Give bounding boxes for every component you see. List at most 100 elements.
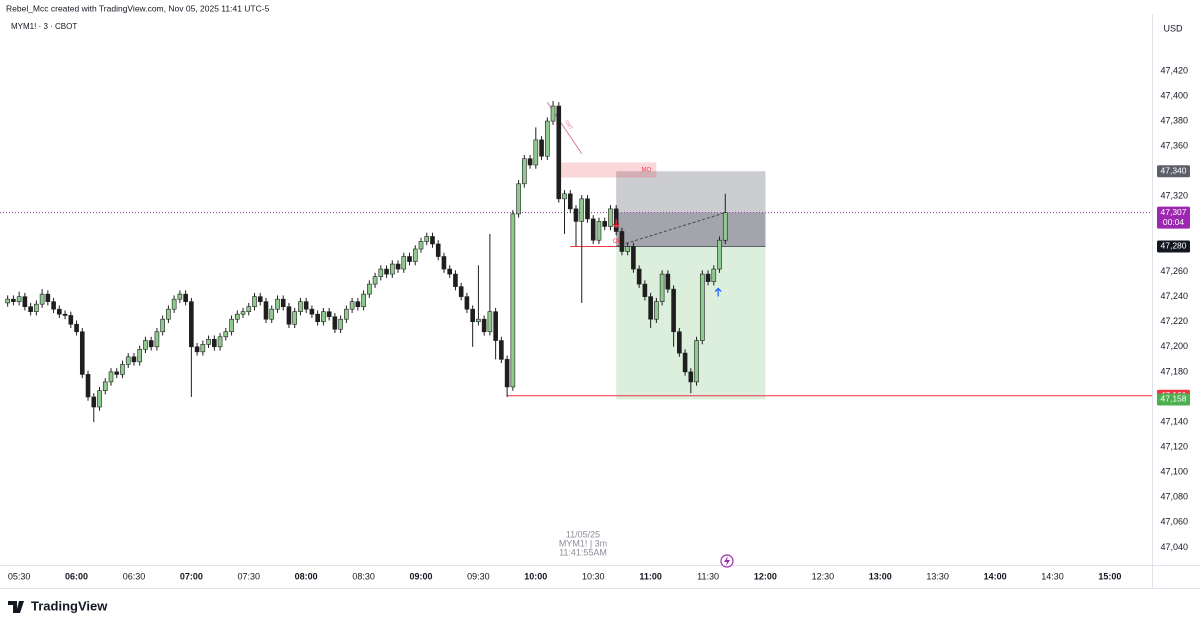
candle-body [579, 198, 585, 222]
candle-body [223, 331, 229, 338]
candle-body [39, 293, 45, 305]
x-tick-label: 12:30 [812, 571, 835, 581]
candle-body [263, 301, 269, 320]
candle-body [407, 256, 412, 262]
candle-body [412, 248, 418, 262]
candle-body [711, 268, 717, 282]
price-badge [1157, 393, 1190, 406]
candle-body [654, 301, 659, 320]
candle-body [361, 293, 366, 307]
candle-body [487, 311, 493, 333]
candle-body [240, 311, 246, 315]
candle-body [303, 301, 309, 310]
candle-body [659, 273, 665, 302]
candle-body [493, 311, 498, 341]
x-tick-label: 13:00 [869, 571, 892, 581]
candle-body [435, 243, 441, 257]
candle-body [722, 212, 728, 241]
price-badge-label: 47,280 [1161, 241, 1187, 251]
candle-body [68, 315, 74, 325]
candle-body [694, 340, 699, 383]
candle-body [602, 221, 608, 227]
sell-arrow [612, 219, 620, 229]
y-tick-label: 47,240 [1160, 291, 1188, 301]
x-tick-label: 13:30 [926, 571, 949, 581]
candle-body [28, 306, 33, 312]
watermark: MYM1! | 3m [559, 538, 607, 548]
logo-text: TradingView [31, 598, 108, 613]
x-tick-label: 06:00 [65, 571, 88, 581]
candle-body [671, 288, 676, 333]
candle-body [189, 301, 194, 348]
price-badge [1157, 240, 1190, 253]
candle-body [550, 105, 556, 122]
currency: USD [1163, 23, 1183, 33]
watermark: 11/05/25 [566, 529, 600, 539]
candle-body [516, 183, 521, 215]
candle-body [636, 268, 642, 285]
candle-body [510, 213, 516, 388]
candle-body [194, 346, 200, 353]
candle-body [326, 311, 332, 318]
alert-icon[interactable] [720, 554, 734, 568]
x-tick-label: 08:30 [352, 571, 375, 581]
candle-body [309, 308, 315, 315]
y-tick-label: 47,080 [1160, 492, 1188, 502]
candle-body [418, 241, 424, 250]
candle-body [476, 318, 481, 323]
price-badge-label: 47,158 [1161, 394, 1187, 404]
candle-body [522, 158, 527, 185]
candle-body [206, 338, 211, 345]
countdown: 00:04 [1163, 217, 1185, 227]
candle-body [51, 301, 56, 310]
candle-body [286, 306, 292, 325]
candle-body [131, 356, 137, 363]
candle-body [447, 268, 453, 275]
candle-body [45, 293, 51, 302]
candle-body [246, 306, 252, 312]
candle-body [275, 298, 280, 310]
candle-body [596, 221, 602, 241]
price-badge-label: 47,307 [1161, 207, 1187, 217]
buy-arrow [714, 287, 722, 297]
y-tick-label: 47,040 [1160, 542, 1188, 552]
candle-body [384, 268, 389, 275]
x-tick-label: 10:30 [582, 571, 605, 581]
x-tick-label: 06:30 [123, 571, 146, 581]
y-tick-label: 47,220 [1160, 316, 1188, 326]
candle-body [401, 256, 407, 270]
candle-body [5, 298, 10, 304]
candle-body [120, 364, 125, 375]
candle-body [372, 276, 378, 285]
y-tick-label: 47,320 [1160, 191, 1188, 201]
candle-body [57, 308, 62, 315]
y-tick-label: 47,140 [1160, 416, 1188, 426]
ob-label: OB [613, 239, 622, 245]
candle-body [539, 139, 544, 157]
candle-body [85, 374, 91, 398]
candle-body [79, 331, 85, 375]
candle-body [573, 208, 579, 222]
candle-body [395, 263, 401, 270]
y-tick-label: 47,180 [1160, 366, 1188, 376]
candle-body [682, 352, 688, 373]
candle-body [212, 338, 217, 348]
candle-body [677, 331, 682, 354]
candle-body [608, 208, 613, 227]
candle-body [200, 344, 206, 353]
candle-body [527, 158, 533, 166]
x-tick-label: 12:00 [754, 571, 777, 581]
candle-body [34, 303, 39, 312]
x-tick-label: 09:00 [409, 571, 432, 581]
candle-body [91, 396, 97, 408]
candle-body [160, 318, 165, 333]
candle-body [108, 371, 114, 383]
candle-body [665, 273, 671, 290]
candle-body [166, 308, 171, 320]
candle-body [97, 390, 102, 408]
candle-body [269, 308, 275, 320]
candle-body [332, 316, 338, 330]
y-tick-label: 47,360 [1160, 141, 1188, 151]
candle-body [544, 120, 550, 157]
candle-body [137, 349, 143, 363]
